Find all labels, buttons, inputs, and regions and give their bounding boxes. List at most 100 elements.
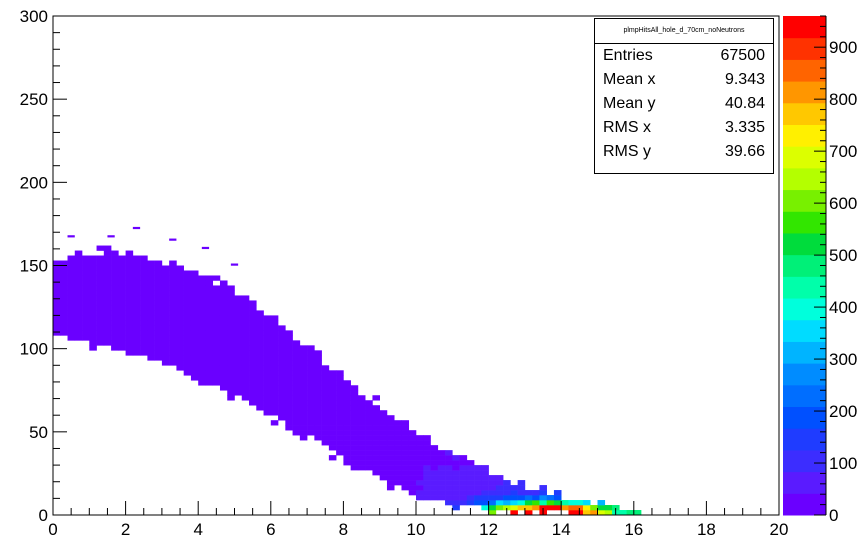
heatmap-cell	[60, 265, 68, 271]
heatmap-cell	[234, 295, 243, 301]
heatmap-cell	[357, 400, 366, 406]
heatmap-cell	[343, 445, 351, 451]
stat-row-rms-x: RMS x 3.335	[595, 116, 773, 140]
heatmap-cell	[140, 335, 148, 341]
heatmap-cell	[53, 300, 61, 306]
heatmap-cell	[292, 415, 301, 421]
heatmap-cell	[314, 425, 322, 431]
heatmap-cell	[96, 325, 105, 331]
heatmap-cell	[263, 345, 272, 351]
palette-swatch	[783, 232, 826, 256]
heatmap-cell	[379, 440, 388, 446]
heatmap-cell	[183, 330, 192, 336]
heatmap-cell	[219, 290, 228, 296]
heatmap-cell	[278, 405, 286, 411]
heatmap-cell	[111, 315, 119, 321]
heatmap-cell	[132, 310, 141, 316]
heatmap-cell	[416, 490, 424, 496]
heatmap-cell	[67, 330, 76, 336]
heatmap-cell	[350, 440, 359, 446]
heatmap-cell	[568, 505, 577, 511]
heatmap-cell	[154, 340, 163, 346]
heatmap-cell	[459, 495, 468, 501]
heatmap-cell	[118, 305, 126, 311]
heatmap-cell	[111, 255, 119, 261]
heatmap-cell	[249, 370, 257, 376]
heatmap-cell	[452, 460, 460, 466]
heatmap-cell	[176, 340, 184, 346]
heatmap-cell	[524, 495, 533, 501]
heatmap-cell	[198, 380, 206, 386]
heatmap-cell	[343, 460, 351, 466]
heatmap-cell	[299, 370, 308, 376]
heatmap-cell	[416, 495, 424, 501]
heatmap-cell	[328, 420, 337, 426]
heatmap-cell	[575, 500, 584, 506]
heatmap-cell	[575, 505, 584, 511]
heatmap-cell	[307, 375, 315, 381]
heatmap-cell	[96, 330, 105, 336]
heatmap-cell	[183, 285, 192, 291]
heatmap-cell	[227, 380, 235, 386]
heatmap-cell	[147, 270, 155, 276]
heatmap-cell	[430, 495, 439, 501]
heatmap-cell	[176, 310, 184, 316]
heatmap-cell	[147, 285, 155, 291]
heatmap-cell	[292, 405, 301, 411]
heatmap-cell	[263, 400, 272, 406]
heatmap-cell	[481, 505, 489, 511]
heatmap-cell	[60, 275, 68, 281]
heatmap-cell	[74, 330, 83, 336]
heatmap-cell	[307, 385, 315, 391]
heatmap-cell	[394, 455, 402, 461]
heatmap-cell	[154, 315, 163, 321]
heatmap-cell	[452, 505, 460, 511]
palette-tick-label: 200	[829, 402, 857, 421]
heatmap-cell	[234, 375, 243, 381]
heatmap-cell	[183, 270, 192, 276]
heatmap-cell	[321, 435, 330, 441]
heatmap-cell	[299, 405, 308, 411]
heatmap-cell	[365, 405, 373, 411]
heatmap-cell	[321, 395, 330, 401]
heatmap-cell	[147, 260, 155, 266]
heatmap-cell	[445, 475, 453, 481]
heatmap-cell	[227, 350, 235, 356]
heatmap-cell	[198, 325, 206, 331]
heatmap-cell	[241, 315, 250, 321]
heatmap-cell	[125, 255, 134, 261]
heatmap-cell	[292, 375, 301, 381]
heatmap-cell	[503, 485, 511, 491]
heatmap-cell	[466, 480, 475, 486]
heatmap-cell	[234, 315, 243, 321]
heatmap-cell	[190, 345, 199, 351]
heatmap-cell	[510, 495, 518, 501]
heatmap-cell	[212, 300, 221, 306]
heatmap-cell	[205, 285, 214, 291]
heatmap-cell	[278, 390, 286, 396]
heatmap-cell	[481, 500, 489, 506]
heatmap-cell	[278, 380, 286, 386]
heatmap-cell	[201, 246, 210, 250]
heatmap-cell	[401, 485, 410, 491]
heatmap-cell	[372, 410, 380, 416]
heatmap-cell	[336, 400, 344, 406]
heatmap-cell	[176, 335, 184, 341]
x-tick-label: 20	[770, 520, 789, 539]
heatmap-cell	[466, 475, 475, 481]
heatmap-cell	[328, 390, 337, 396]
heatmap-cell	[125, 275, 134, 281]
heatmap-cell	[89, 305, 97, 311]
heatmap-cell	[212, 335, 221, 341]
heatmap-cell	[147, 310, 155, 316]
heatmap-cell	[307, 365, 315, 371]
color-palette: 0 100 200 300 400 500 600 700 800 900	[783, 15, 857, 525]
heatmap-cell	[96, 300, 105, 306]
heatmap-cell	[350, 430, 359, 436]
heatmap-cell	[357, 460, 366, 466]
heatmap-cell	[343, 450, 351, 456]
heatmap-cell	[132, 320, 141, 326]
heatmap-cell	[307, 405, 315, 411]
heatmap-cell	[336, 395, 344, 401]
x-tick-label: 2	[121, 520, 130, 539]
